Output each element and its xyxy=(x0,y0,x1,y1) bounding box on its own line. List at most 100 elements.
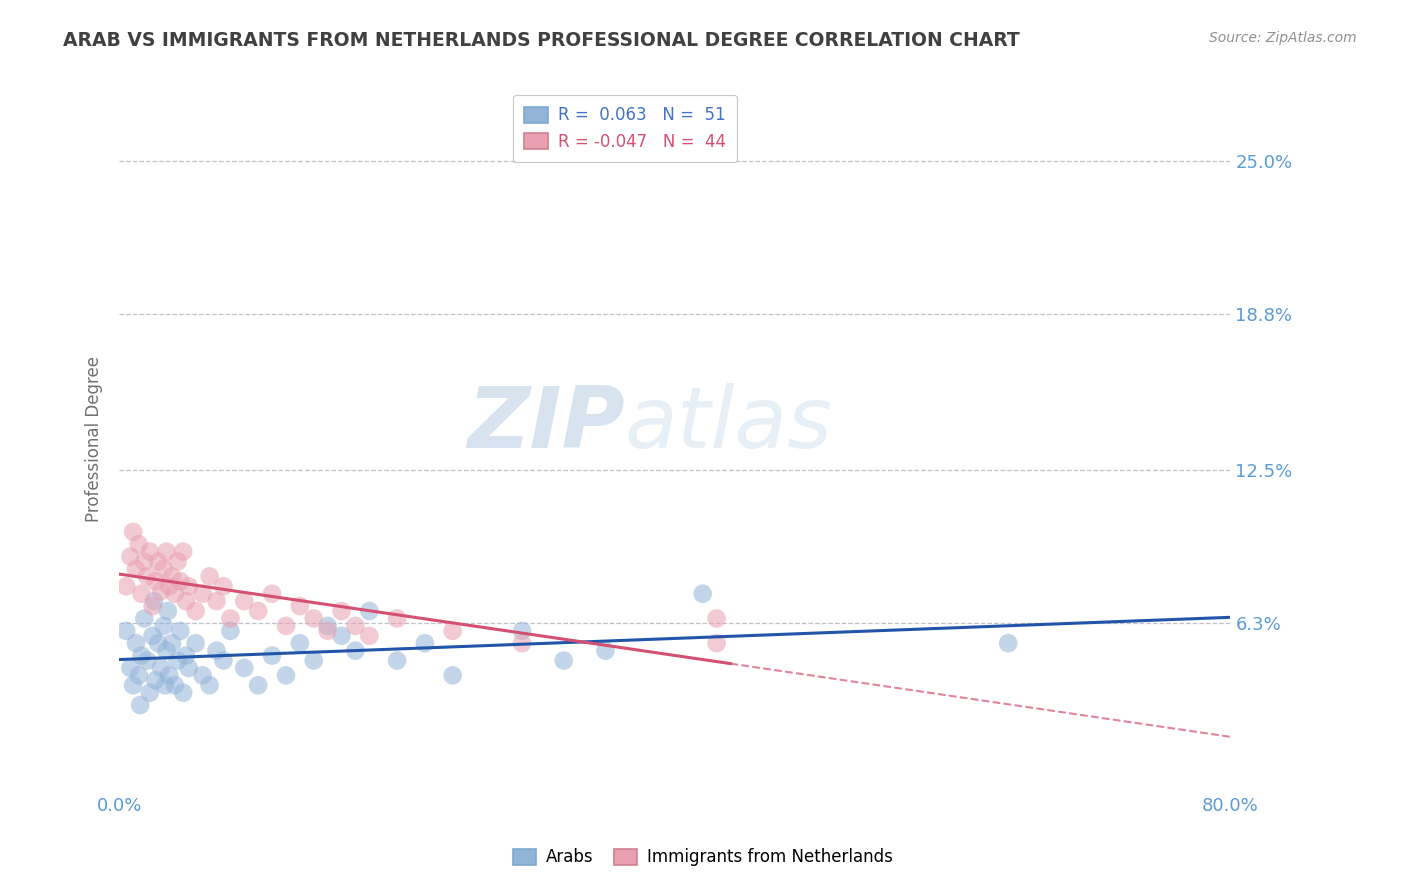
Text: atlas: atlas xyxy=(624,384,832,467)
Point xyxy=(128,537,150,551)
Point xyxy=(510,624,533,638)
Point xyxy=(247,678,270,692)
Point xyxy=(146,555,169,569)
Point xyxy=(184,636,207,650)
Point xyxy=(120,549,142,564)
Legend: Arabs, Immigrants from Netherlands: Arabs, Immigrants from Netherlands xyxy=(506,842,900,873)
Point xyxy=(157,668,180,682)
Point xyxy=(212,654,235,668)
Point xyxy=(205,594,228,608)
Point xyxy=(344,619,367,633)
Point xyxy=(191,668,214,682)
Point xyxy=(595,643,617,657)
Point xyxy=(153,678,176,692)
Point xyxy=(191,587,214,601)
Point xyxy=(219,624,242,638)
Point xyxy=(692,587,714,601)
Point xyxy=(160,636,183,650)
Point xyxy=(145,574,167,589)
Point xyxy=(441,624,464,638)
Point xyxy=(198,569,221,583)
Point xyxy=(316,619,339,633)
Point xyxy=(145,673,167,688)
Point xyxy=(160,569,183,583)
Point xyxy=(149,584,172,599)
Point xyxy=(441,668,464,682)
Point xyxy=(115,579,138,593)
Text: Source: ZipAtlas.com: Source: ZipAtlas.com xyxy=(1209,31,1357,45)
Point xyxy=(413,636,436,650)
Point xyxy=(233,594,256,608)
Point xyxy=(302,654,325,668)
Point xyxy=(163,587,186,601)
Point xyxy=(172,544,194,558)
Point xyxy=(359,604,381,618)
Legend: R =  0.063   N =  51, R = -0.047   N =  44: R = 0.063 N = 51, R = -0.047 N = 44 xyxy=(513,95,737,162)
Point xyxy=(262,648,284,663)
Point xyxy=(125,562,148,576)
Point xyxy=(131,587,153,601)
Point xyxy=(156,604,179,618)
Point xyxy=(125,636,148,650)
Point xyxy=(184,604,207,618)
Point xyxy=(169,624,191,638)
Point xyxy=(152,619,174,633)
Point xyxy=(344,643,367,657)
Point xyxy=(134,555,156,569)
Point xyxy=(553,654,575,668)
Point xyxy=(330,604,353,618)
Point xyxy=(174,648,197,663)
Point xyxy=(120,661,142,675)
Point xyxy=(706,636,728,650)
Point xyxy=(143,594,166,608)
Point xyxy=(359,629,381,643)
Point xyxy=(385,611,408,625)
Point xyxy=(997,636,1019,650)
Y-axis label: Professional Degree: Professional Degree xyxy=(86,356,103,522)
Point xyxy=(152,562,174,576)
Point xyxy=(134,611,156,625)
Point xyxy=(155,544,177,558)
Point xyxy=(139,686,162,700)
Point xyxy=(302,611,325,625)
Point xyxy=(219,611,242,625)
Point xyxy=(288,636,311,650)
Point xyxy=(198,678,221,692)
Point xyxy=(274,668,297,682)
Point xyxy=(205,643,228,657)
Point xyxy=(157,579,180,593)
Point xyxy=(262,587,284,601)
Point xyxy=(128,668,150,682)
Point xyxy=(177,661,200,675)
Point xyxy=(274,619,297,633)
Point xyxy=(510,636,533,650)
Point xyxy=(169,574,191,589)
Point xyxy=(122,678,145,692)
Point xyxy=(166,654,188,668)
Point xyxy=(163,678,186,692)
Point xyxy=(122,524,145,539)
Point xyxy=(174,594,197,608)
Point xyxy=(115,624,138,638)
Point xyxy=(166,555,188,569)
Point xyxy=(706,611,728,625)
Point xyxy=(146,636,169,650)
Point xyxy=(212,579,235,593)
Point xyxy=(172,686,194,700)
Point xyxy=(142,629,165,643)
Point xyxy=(129,698,152,712)
Point xyxy=(330,629,353,643)
Point xyxy=(142,599,165,613)
Text: ARAB VS IMMIGRANTS FROM NETHERLANDS PROFESSIONAL DEGREE CORRELATION CHART: ARAB VS IMMIGRANTS FROM NETHERLANDS PROF… xyxy=(63,31,1019,50)
Point xyxy=(136,654,159,668)
Point xyxy=(155,643,177,657)
Point xyxy=(139,544,162,558)
Point xyxy=(385,654,408,668)
Point xyxy=(136,569,159,583)
Point xyxy=(316,624,339,638)
Point xyxy=(233,661,256,675)
Point xyxy=(177,579,200,593)
Point xyxy=(131,648,153,663)
Point xyxy=(247,604,270,618)
Point xyxy=(149,661,172,675)
